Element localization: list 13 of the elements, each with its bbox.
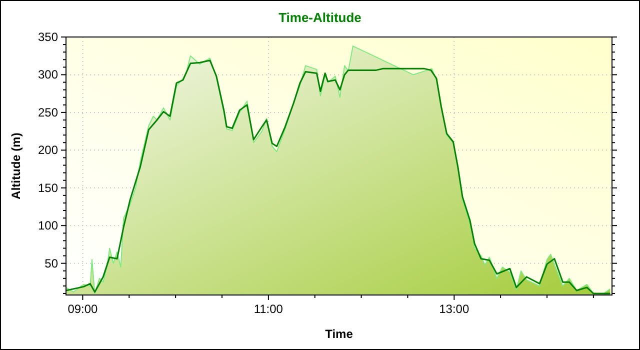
y-tick-label: 50 bbox=[44, 256, 58, 270]
x-axis-title: Time bbox=[325, 327, 354, 341]
x-tick-label: 13:00 bbox=[439, 302, 470, 316]
y-tick-label: 150 bbox=[38, 180, 58, 195]
x-tick-label: 09:00 bbox=[68, 302, 98, 316]
y-tick-label: 100 bbox=[38, 218, 58, 233]
y-tick-label: 350 bbox=[38, 30, 58, 44]
y-tick-label: 200 bbox=[38, 143, 58, 158]
chart-title: Time-Altitude bbox=[278, 10, 362, 25]
y-axis-title: Altitude (m) bbox=[9, 132, 23, 200]
x-tick-label: 11:00 bbox=[254, 302, 284, 316]
y-tick-label: 250 bbox=[38, 105, 58, 120]
y-tick-label: 300 bbox=[38, 68, 58, 82]
